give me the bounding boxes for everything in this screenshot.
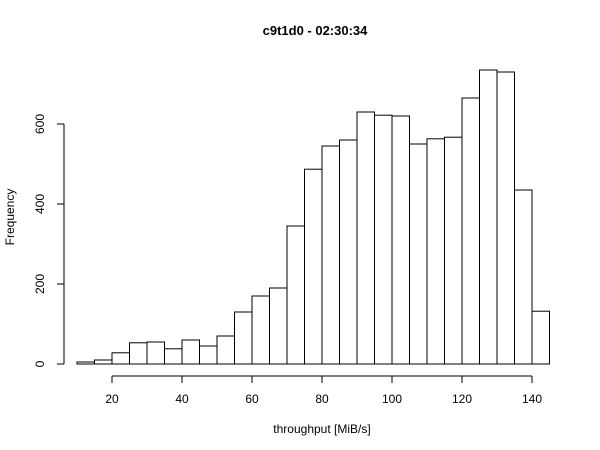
x-tick-label: 80 (315, 392, 329, 406)
bar (426, 138, 445, 365)
bar (216, 335, 235, 365)
bar (164, 348, 183, 365)
bar (94, 359, 113, 365)
bar (356, 111, 375, 365)
bar (286, 225, 305, 365)
bar (269, 287, 288, 365)
bar (461, 97, 480, 365)
chart-title: c9t1d0 - 02:30:34 (263, 23, 369, 38)
x-tick-label: 100 (382, 392, 402, 406)
bar (251, 295, 270, 365)
bar (496, 71, 515, 365)
x-tick-label: 20 (105, 392, 119, 406)
x-axis-label: throughput [MiB/s] (273, 422, 370, 436)
bar (146, 341, 165, 365)
bar (531, 310, 550, 365)
y-tick-label: 600 (33, 114, 47, 134)
x-tick-label: 120 (452, 392, 472, 406)
bar (76, 361, 95, 365)
y-tick-label: 200 (33, 274, 47, 294)
bar (111, 352, 130, 365)
bar (304, 168, 323, 365)
bar (514, 189, 533, 365)
y-axis-label: Frequency (3, 189, 17, 246)
y-tick-label: 0 (33, 360, 47, 367)
bar (444, 136, 463, 365)
bar (199, 345, 218, 365)
bar (234, 311, 253, 365)
bar (374, 114, 393, 365)
bar (409, 143, 428, 365)
y-tick-label: 400 (33, 194, 47, 214)
x-tick-label: 60 (245, 392, 259, 406)
bar (181, 339, 200, 365)
bar (391, 115, 410, 365)
x-tick-label: 140 (522, 392, 542, 406)
bar (129, 342, 148, 365)
bar (339, 139, 358, 365)
bar (479, 69, 498, 365)
x-tick-label: 40 (175, 392, 189, 406)
bar (321, 145, 340, 365)
